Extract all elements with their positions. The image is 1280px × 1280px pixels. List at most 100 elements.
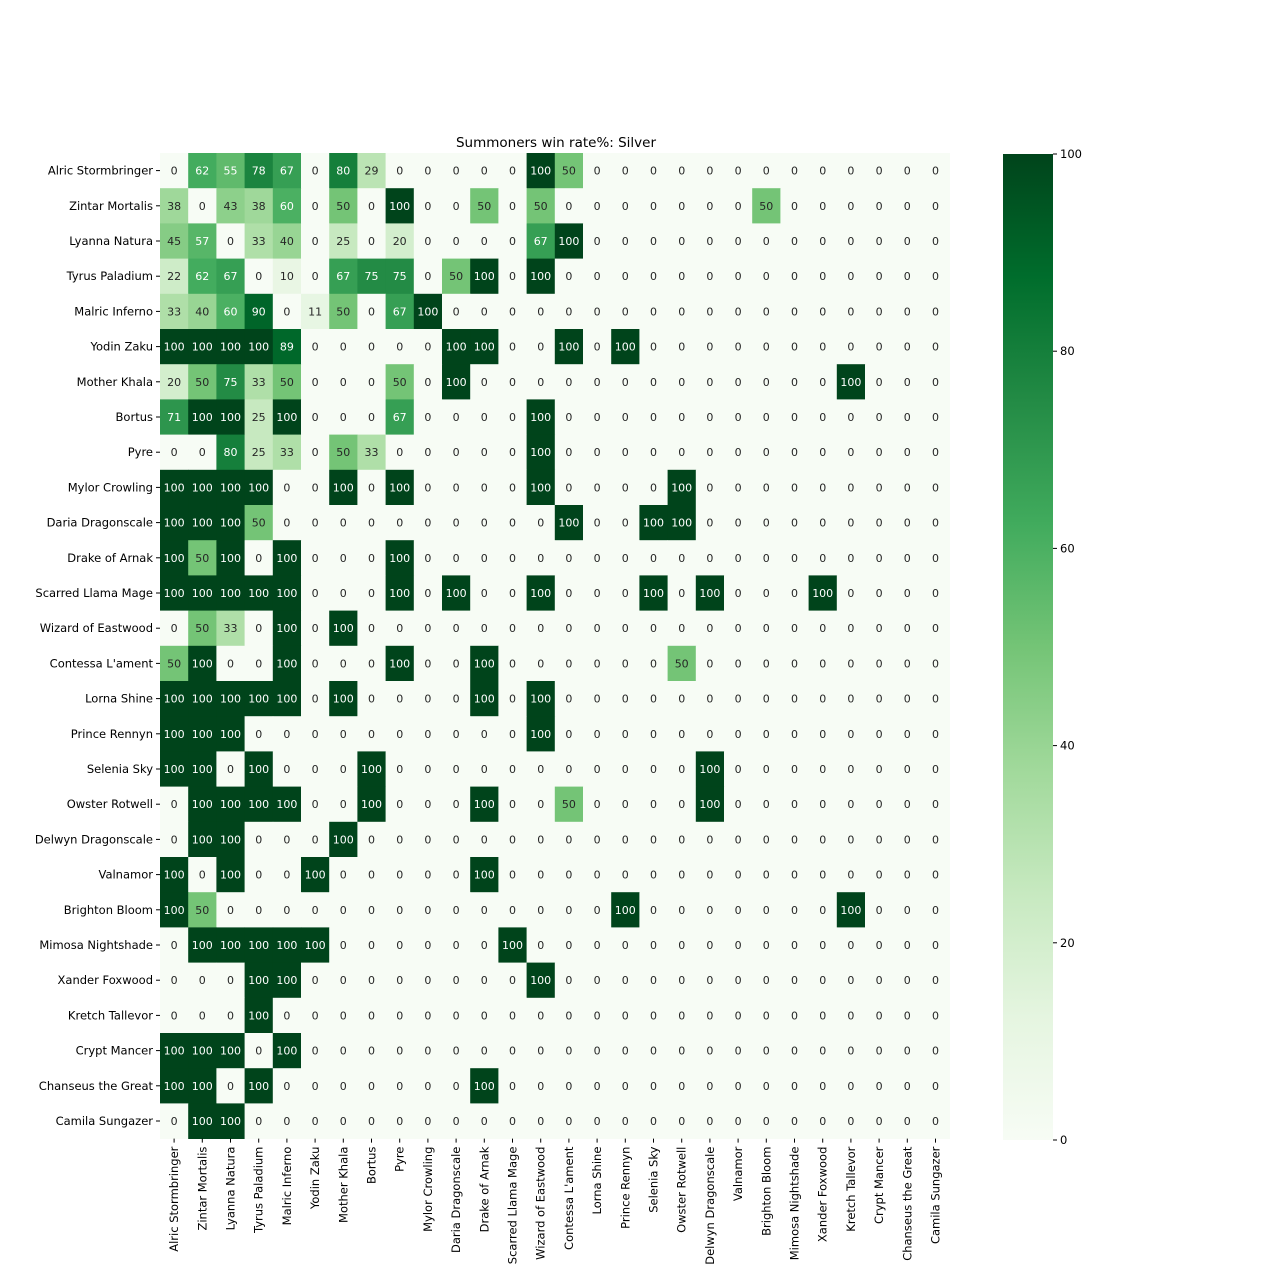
heatmap-cell [639, 610, 668, 647]
cell-value-label: 0 [706, 270, 713, 283]
cell-value-label: 0 [735, 200, 742, 213]
row-tick-label: Daria Dragonscale [47, 516, 153, 530]
cell-value-label: 0 [594, 798, 601, 811]
cell-value-label: 0 [509, 869, 516, 882]
cell-value-label: 0 [537, 939, 544, 952]
cell-value-label: 0 [565, 728, 572, 741]
heatmap-cell [413, 188, 443, 224]
cell-value-label: 0 [932, 939, 939, 952]
cell-value-label: 0 [932, 1009, 939, 1022]
cell-value-label: 0 [594, 376, 601, 389]
heatmap-cell [611, 1068, 640, 1104]
heatmap-cell [695, 469, 725, 506]
row-tick-label: Zintar Mortalis [69, 199, 153, 213]
heatmap-cell [385, 716, 415, 752]
cell-value-label: 0 [368, 376, 375, 389]
heatmap-cell [865, 434, 894, 471]
cell-value-label: 100 [530, 165, 551, 178]
heatmap-cell [695, 153, 725, 189]
heatmap-cell [526, 997, 556, 1034]
heatmap-cell [611, 821, 640, 858]
colorbar-tick-label: 60 [1060, 541, 1075, 555]
heatmap-cell [554, 927, 584, 963]
heatmap-cell [780, 1103, 809, 1139]
cell-value-label: 100 [812, 587, 833, 600]
cell-value-label: 0 [340, 376, 347, 389]
cell-value-label: 0 [819, 869, 826, 882]
heatmap-cell [639, 364, 668, 400]
heatmap-cell [272, 786, 302, 823]
heatmap-cell [216, 505, 245, 541]
cell-value-label: 0 [876, 693, 883, 706]
heatmap-cell [611, 892, 640, 928]
cell-value-label: 0 [678, 165, 685, 178]
heatmap-cell [188, 293, 217, 330]
column-tick-label: Drake of Arnak [477, 1146, 491, 1232]
heatmap-cell [639, 716, 668, 752]
cell-value-label: 0 [819, 411, 826, 424]
heatmap-cell [554, 1103, 584, 1139]
heatmap-cell [329, 293, 358, 330]
heatmap-cell [667, 1033, 697, 1069]
heatmap-cell [272, 997, 302, 1034]
heatmap-cell [244, 153, 274, 189]
heatmap-cell [667, 575, 697, 611]
cell-value-label: 0 [312, 763, 319, 776]
heatmap-cell [865, 821, 894, 858]
heatmap-cell [188, 681, 217, 717]
cell-value-label: 0 [904, 869, 911, 882]
cell-value-label: 0 [876, 728, 883, 741]
cell-value-label: 100 [840, 904, 861, 917]
heatmap-cell [413, 927, 443, 963]
heatmap-cell [639, 1103, 668, 1139]
heatmap-cell [498, 1103, 527, 1139]
cell-value-label: 0 [932, 833, 939, 846]
cell-value-label: 0 [932, 305, 939, 318]
cell-value-label: 0 [255, 833, 262, 846]
cell-value-label: 0 [847, 693, 854, 706]
heatmap-cell [808, 364, 838, 400]
cell-value-label: 100 [530, 446, 551, 459]
cell-value-label: 0 [735, 481, 742, 494]
heatmap-cell [160, 293, 189, 330]
cell-value-label: 0 [904, 1045, 911, 1058]
cell-value-label: 0 [650, 446, 657, 459]
heatmap-cell [301, 329, 330, 365]
heatmap-cell [442, 610, 471, 647]
cell-value-label: 0 [171, 1009, 178, 1022]
cell-value-label: 0 [622, 798, 629, 811]
heatmap-cell [498, 153, 527, 189]
heatmap-cell [301, 258, 330, 295]
cell-value-label: 50 [477, 200, 491, 213]
cell-value-label: 50 [336, 446, 350, 459]
colorbar-tick-label: 20 [1060, 936, 1075, 950]
heatmap-cell [244, 469, 274, 506]
cell-value-label: 0 [819, 693, 826, 706]
heatmap-cell [442, 540, 471, 576]
cell-value-label: 0 [396, 1045, 403, 1058]
heatmap-cell [921, 1068, 950, 1104]
cell-value-label: 0 [509, 657, 516, 670]
heatmap-cell [357, 962, 386, 999]
cell-value-label: 0 [904, 517, 911, 530]
cell-value-label: 0 [171, 1115, 178, 1128]
heatmap-cell [216, 575, 245, 611]
cell-value-label: 62 [195, 270, 209, 283]
cell-value-label: 0 [368, 341, 375, 354]
cell-value-label: 0 [678, 939, 685, 952]
cell-value-label: 0 [876, 165, 883, 178]
cell-value-label: 0 [735, 657, 742, 670]
heatmap-cell [216, 258, 245, 295]
cell-value-label: 0 [904, 552, 911, 565]
cell-value-label: 0 [283, 728, 290, 741]
heatmap-cell [385, 645, 415, 682]
cell-value-label: 0 [819, 481, 826, 494]
cell-value-label: 0 [904, 270, 911, 283]
heatmap-cell [216, 786, 245, 823]
heatmap-cell [160, 927, 189, 963]
heatmap-cell [244, 892, 274, 928]
heatmap-cell [470, 962, 499, 999]
cell-value-label: 0 [650, 1115, 657, 1128]
cell-value-label: 0 [735, 411, 742, 424]
cell-value-label: 0 [735, 270, 742, 283]
